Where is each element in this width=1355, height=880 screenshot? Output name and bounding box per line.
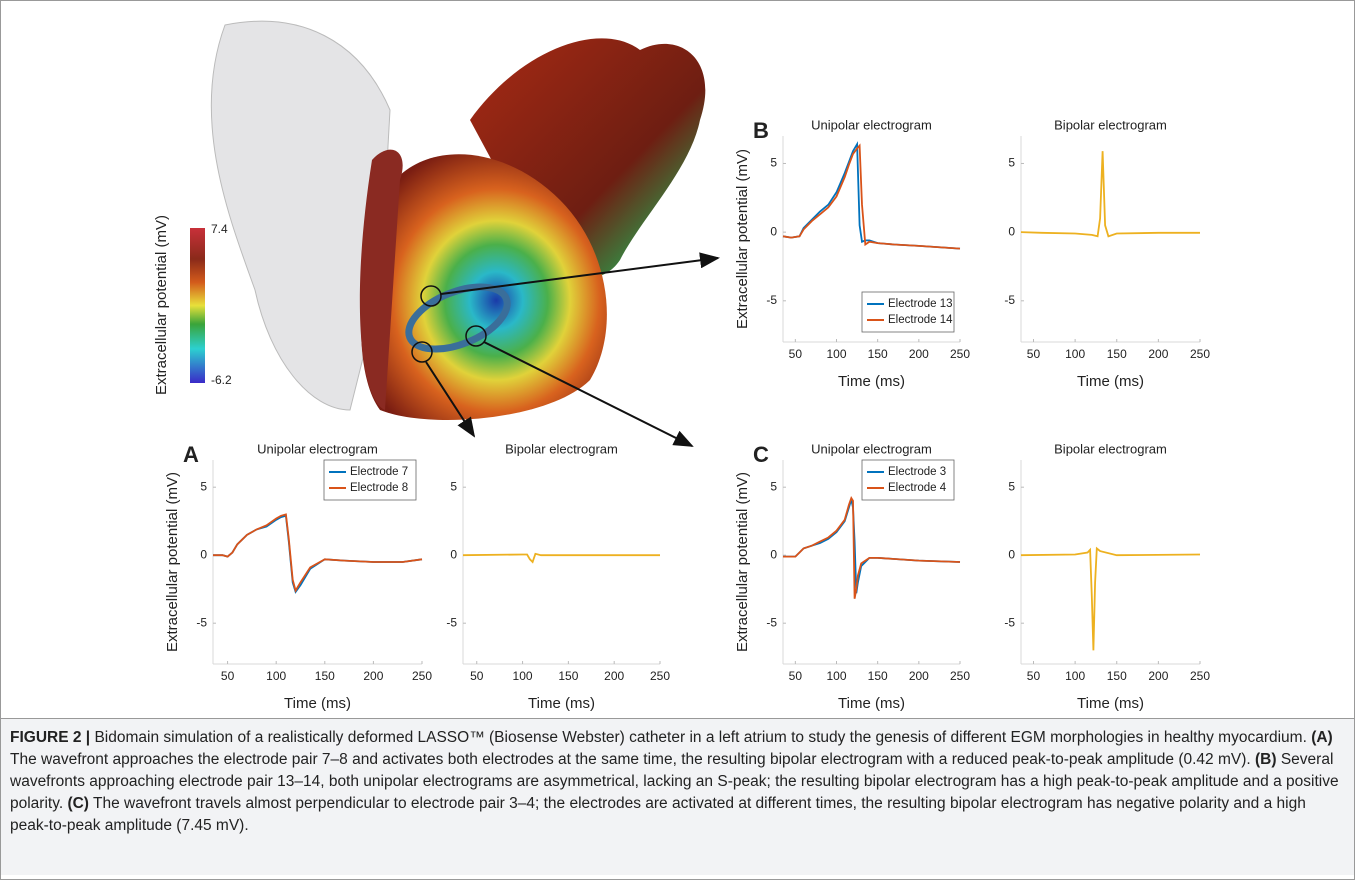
data-line [782,143,961,250]
colorbar-tick: -6.2 [211,373,232,387]
x-tick-label: 50 [789,669,803,683]
chart-title: Bipolar electrogram [1054,117,1167,132]
y-axis-label: Extracellular potential (mV) [164,472,181,652]
x-tick-label: 50 [789,347,803,361]
x-tick-label: 250 [412,669,432,683]
chart-title: Unipolar electrogram [257,441,378,456]
data-line [1020,151,1200,238]
y-tick-label: 0 [450,547,457,561]
data-line [462,552,660,564]
chart-title: Unipolar electrogram [811,117,932,132]
x-tick-label: 150 [558,669,578,683]
y-tick-label: -5 [1004,293,1015,307]
x-axis-label: Time (ms) [838,373,905,390]
x-tick-label: 150 [1107,669,1127,683]
x-axis-label: Time (ms) [284,695,351,712]
y-tick-label: -5 [766,615,777,629]
panel-label: A [183,442,199,467]
data-line [783,496,961,599]
y-tick-label: 5 [770,156,777,170]
legend-label: Electrode 3 [888,466,946,478]
x-tick-label: 250 [950,347,970,361]
chart-title: Bipolar electrogram [1054,441,1167,456]
y-tick-label: -5 [196,615,207,629]
colorbar-tick: 7.4 [211,222,228,236]
colorbar-label: Extracellular potential (mV) [153,215,170,395]
x-tick-label: 200 [909,669,929,683]
x-axis-label: Time (ms) [528,695,595,712]
caption-text: Several wavefronts approaching electrode… [10,751,1339,812]
x-tick-label: 250 [1190,669,1210,683]
y-tick-label: -5 [1004,615,1015,629]
legend-label: Electrode 13 [888,298,953,310]
x-tick-label: 150 [315,669,335,683]
y-tick-label: -5 [766,293,777,307]
x-tick-label: 150 [868,347,888,361]
caption-part-label: (A) [1311,729,1333,746]
caption-text: The wavefront approaches the electrode p… [10,751,1255,768]
legend-box [861,459,955,501]
x-tick-label: 100 [826,669,846,683]
x-axis-label: Time (ms) [1077,695,1144,712]
legend-box [861,291,955,333]
y-tick-label: 5 [450,479,457,493]
x-tick-label: 100 [826,347,846,361]
y-tick-label: 5 [200,479,207,493]
y-tick-label: 0 [770,547,777,561]
caption-text: The wavefront travels almost perpendicul… [10,795,1306,834]
y-tick-label: -5 [446,615,457,629]
x-axis-label: Time (ms) [1077,373,1144,390]
x-tick-label: 200 [1148,669,1168,683]
x-tick-label: 100 [266,669,286,683]
caption-label: FIGURE 2 | [10,729,91,746]
legend-label: Electrode 4 [888,482,947,494]
x-tick-label: 100 [513,669,533,683]
y-tick-label: 5 [1008,479,1015,493]
caption: FIGURE 2 | Bidomain simulation of a real… [0,718,1355,875]
x-tick-label: 50 [470,669,484,683]
figure: 7.4 -6.2 Extracellular potential (mV) Un… [153,20,1210,712]
data-line [782,141,961,250]
x-tick-label: 250 [650,669,670,683]
x-tick-label: 200 [604,669,624,683]
x-axis-label: Time (ms) [838,695,905,712]
legend-label: Electrode 7 [350,466,408,478]
data-line [1020,546,1201,651]
data-line [213,513,423,593]
y-tick-label: 0 [1008,224,1015,238]
panel-label: C [753,442,769,467]
x-tick-label: 250 [1190,347,1210,361]
x-tick-label: 200 [1148,347,1168,361]
colorbar [190,228,205,383]
caption-part-label: (B) [1255,751,1277,768]
chart-title: Bipolar electrogram [505,441,618,456]
x-tick-label: 50 [1027,347,1041,361]
y-tick-label: 5 [1008,156,1015,170]
y-tick-label: 0 [1008,547,1015,561]
panel-label: B [753,118,769,143]
legend-box [323,459,417,501]
legend-label: Electrode 14 [888,314,953,326]
y-tick-label: 0 [770,224,777,238]
heart-model [210,20,720,447]
x-tick-label: 150 [868,669,888,683]
x-tick-label: 200 [909,347,929,361]
x-tick-label: 50 [221,669,235,683]
y-axis-label: Extracellular potential (mV) [734,472,751,652]
x-tick-label: 150 [1107,347,1127,361]
y-tick-label: 5 [770,479,777,493]
caption-part-label: (C) [67,795,89,812]
caption-text: Bidomain simulation of a realistically d… [90,729,1312,746]
legend-label: Electrode 8 [350,482,408,494]
x-tick-label: 100 [1065,347,1085,361]
x-tick-label: 100 [1065,669,1085,683]
y-axis-label: Extracellular potential (mV) [734,149,751,329]
chart-title: Unipolar electrogram [811,441,932,456]
x-tick-label: 200 [363,669,383,683]
y-tick-label: 0 [200,547,207,561]
x-tick-label: 250 [950,669,970,683]
x-tick-label: 50 [1027,669,1041,683]
data-line [213,514,423,594]
